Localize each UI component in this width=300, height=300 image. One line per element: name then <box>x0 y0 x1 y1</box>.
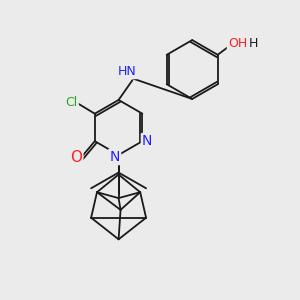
Text: N: N <box>142 134 152 148</box>
Text: O: O <box>70 150 82 165</box>
Text: HN: HN <box>118 65 137 78</box>
Text: Cl: Cl <box>65 96 78 109</box>
Text: H: H <box>248 38 258 50</box>
Text: N: N <box>110 150 120 164</box>
Text: OH: OH <box>228 38 247 50</box>
